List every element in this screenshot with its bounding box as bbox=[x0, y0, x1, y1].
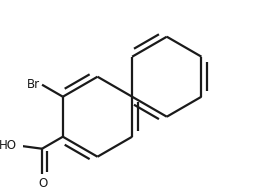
Text: HO: HO bbox=[0, 139, 17, 152]
Text: Br: Br bbox=[26, 78, 40, 91]
Text: O: O bbox=[38, 177, 47, 190]
